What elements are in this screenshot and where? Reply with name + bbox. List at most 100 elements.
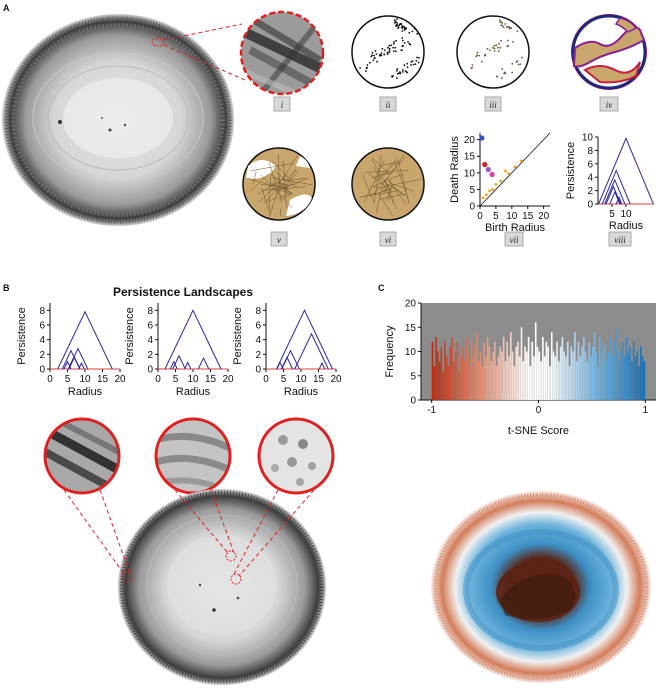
histogram-bar	[527, 336, 530, 400]
cloud-point	[401, 26, 403, 28]
pd-point	[513, 165, 517, 169]
x-tick-label: 10	[187, 374, 199, 385]
cloud-point	[402, 44, 404, 47]
cloud-point	[418, 56, 420, 59]
cloud-point	[395, 23, 398, 26]
x-axis-label: Radius	[609, 220, 644, 232]
histogram-bar	[486, 336, 489, 400]
landscape-chart-2: 0 5 10 15 20 0 2 4 6 8 Radius Persistence	[124, 303, 234, 398]
complex-point	[503, 72, 505, 75]
y-tick-label: 10	[582, 133, 594, 144]
mesh-edge	[374, 155, 382, 202]
diagonal-line	[479, 132, 551, 207]
y-tick-label: 6	[587, 159, 593, 170]
cloud-point	[401, 39, 404, 42]
complex-point	[511, 62, 514, 65]
histogram-bar	[476, 332, 478, 400]
cell-image-b	[118, 489, 326, 685]
x-axis-label: Radius	[284, 386, 319, 398]
histogram-bar	[570, 346, 573, 400]
histogram-bar	[495, 366, 498, 400]
x-tick-label: 20	[330, 374, 342, 385]
pd-point	[504, 169, 507, 173]
mesh-edge	[278, 155, 298, 185]
y-axis-label: Death Radius	[449, 136, 461, 203]
histogram-bar	[502, 336, 505, 400]
mesh-edge	[272, 177, 313, 186]
complex-point	[504, 23, 506, 25]
cloud-point	[401, 49, 403, 51]
mesh-edge	[257, 180, 280, 195]
cloud-point	[369, 61, 371, 64]
complex-point	[488, 49, 491, 52]
cloud-point	[401, 37, 404, 39]
histogram-bar	[465, 336, 468, 400]
histogram-bar	[588, 341, 590, 400]
complex-point	[501, 77, 503, 80]
histogram-bar	[499, 346, 501, 400]
mesh-edge	[397, 158, 410, 204]
y-tick-label: 4	[39, 335, 45, 346]
complex-point	[470, 67, 473, 70]
cloud-point	[407, 41, 409, 43]
cloud-point	[416, 56, 418, 59]
mesh-edge	[359, 189, 392, 198]
y-axis-label: Persistence	[16, 307, 28, 364]
cloud-point	[366, 64, 369, 66]
x-tick-label: 1	[643, 405, 649, 416]
histogram-bar	[518, 356, 521, 400]
histogram-bar	[520, 327, 523, 400]
cloud-point	[392, 46, 394, 49]
cloud-point	[371, 54, 373, 57]
histogram-bar	[586, 361, 589, 400]
mesh-edge	[379, 193, 407, 200]
mesh-edge	[383, 172, 392, 176]
cloud-point	[390, 44, 393, 47]
histogram-bar	[506, 341, 509, 400]
cloud-point	[371, 51, 374, 54]
mesh-edge	[272, 161, 299, 188]
histogram-bar	[632, 341, 635, 400]
cloud-point	[414, 63, 417, 65]
landscape-peak	[601, 169, 631, 205]
label-ii: ii	[385, 100, 391, 110]
cloud-point	[374, 50, 377, 52]
histogram-bar	[451, 336, 453, 400]
complex-point	[501, 24, 504, 27]
landscape-peak	[276, 309, 333, 370]
histogram-bar	[627, 351, 630, 400]
histogram-bar	[575, 361, 578, 400]
complex-point	[483, 54, 486, 57]
cloud-point	[411, 30, 414, 33]
label-vii: vii	[510, 235, 519, 245]
x-tick-label: 5	[493, 211, 499, 222]
cloud-point	[415, 60, 418, 62]
histogram-bar	[538, 351, 541, 400]
x-tick-label: 15	[205, 374, 217, 385]
zoom-image-b2	[154, 417, 232, 495]
cloud-point	[374, 57, 376, 59]
histogram-bar	[577, 341, 580, 400]
cloud-point	[413, 27, 416, 30]
complex-point	[506, 26, 508, 28]
histogram-bar	[631, 361, 633, 400]
cloud-point	[404, 70, 407, 72]
histogram-bar	[547, 346, 549, 400]
cloud-point	[397, 26, 400, 29]
y-tick-label: 20	[405, 299, 417, 310]
y-tick-label: 6	[39, 321, 45, 332]
y-tick-label: 5	[410, 371, 416, 382]
mesh-edge	[260, 174, 293, 208]
cloud-point	[398, 24, 400, 27]
histogram-bar	[510, 332, 512, 400]
histogram-bar	[508, 356, 510, 400]
zoom-image-i	[239, 10, 325, 96]
histogram-bar	[477, 361, 480, 400]
pd-point	[499, 179, 503, 183]
histogram-bar	[472, 356, 475, 400]
cloud-point	[401, 30, 404, 32]
cloud-point	[396, 69, 398, 72]
cloud-point	[398, 72, 400, 75]
histogram-bar	[433, 366, 436, 400]
